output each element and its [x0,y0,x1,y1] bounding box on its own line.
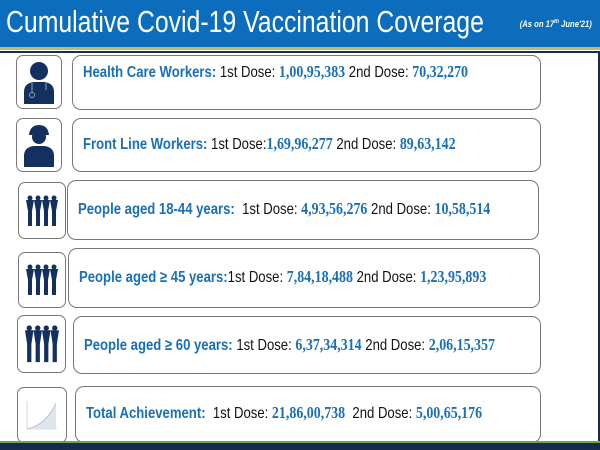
row-icon-box [17,387,67,443]
stat-text: Health Care Workers: 1st Dose: 1,00,95,3… [83,62,469,81]
footer-bar [0,443,600,450]
page-title: Cumulative Covid-19 Vaccination Coverage [6,4,484,39]
stat-text: Front Line Workers: 1st Dose:1,69,96,277… [83,134,456,153]
people-group-icon [26,195,58,226]
people-group-icon [26,264,58,295]
footer-divider [0,441,600,443]
stat-card-health-care-workers: Health Care Workers: 1st Dose: 1,00,95,3… [72,55,541,110]
row-icon-box [16,55,62,109]
health-worker-icon [24,62,54,104]
stat-card-age-60-plus: People aged ≥ 60 years: 1st Dose: 6,37,3… [73,316,541,374]
stat-card-age-45-plus: People aged ≥ 45 years:1st Dose: 7,84,18… [68,248,540,308]
divider-gold [0,47,600,50]
header-banner: Cumulative Covid-19 Vaccination Coverage… [0,0,600,47]
stat-text: People aged ≥ 60 years: 1st Dose: 6,37,3… [84,335,495,354]
people-group-icon [24,325,59,363]
row-icon-box [17,315,66,373]
right-border [598,53,600,443]
row-icon-box [18,182,66,239]
stat-text: People aged ≥ 45 years:1st Dose: 7,84,18… [79,267,487,286]
divider-navy [0,51,600,53]
stat-card-age-18-44: People aged 18-44 years: 1st Dose: 4,93,… [67,180,539,240]
growth-chart-icon [26,401,57,430]
stat-text: Total Achievement: 1st Dose: 21,86,00,73… [86,403,483,422]
stat-card-front-line-workers: Front Line Workers: 1st Dose:1,69,96,277… [72,118,541,172]
as-on-date: (As on 17th June'21) [519,19,592,29]
stat-text: People aged 18-44 years: 1st Dose: 4,93,… [78,199,491,218]
row-icon-box [16,118,62,172]
front-line-worker-icon [24,125,54,167]
stat-card-total-achievement: Total Achievement: 1st Dose: 21,86,00,73… [75,386,541,443]
row-icon-box [18,252,66,308]
